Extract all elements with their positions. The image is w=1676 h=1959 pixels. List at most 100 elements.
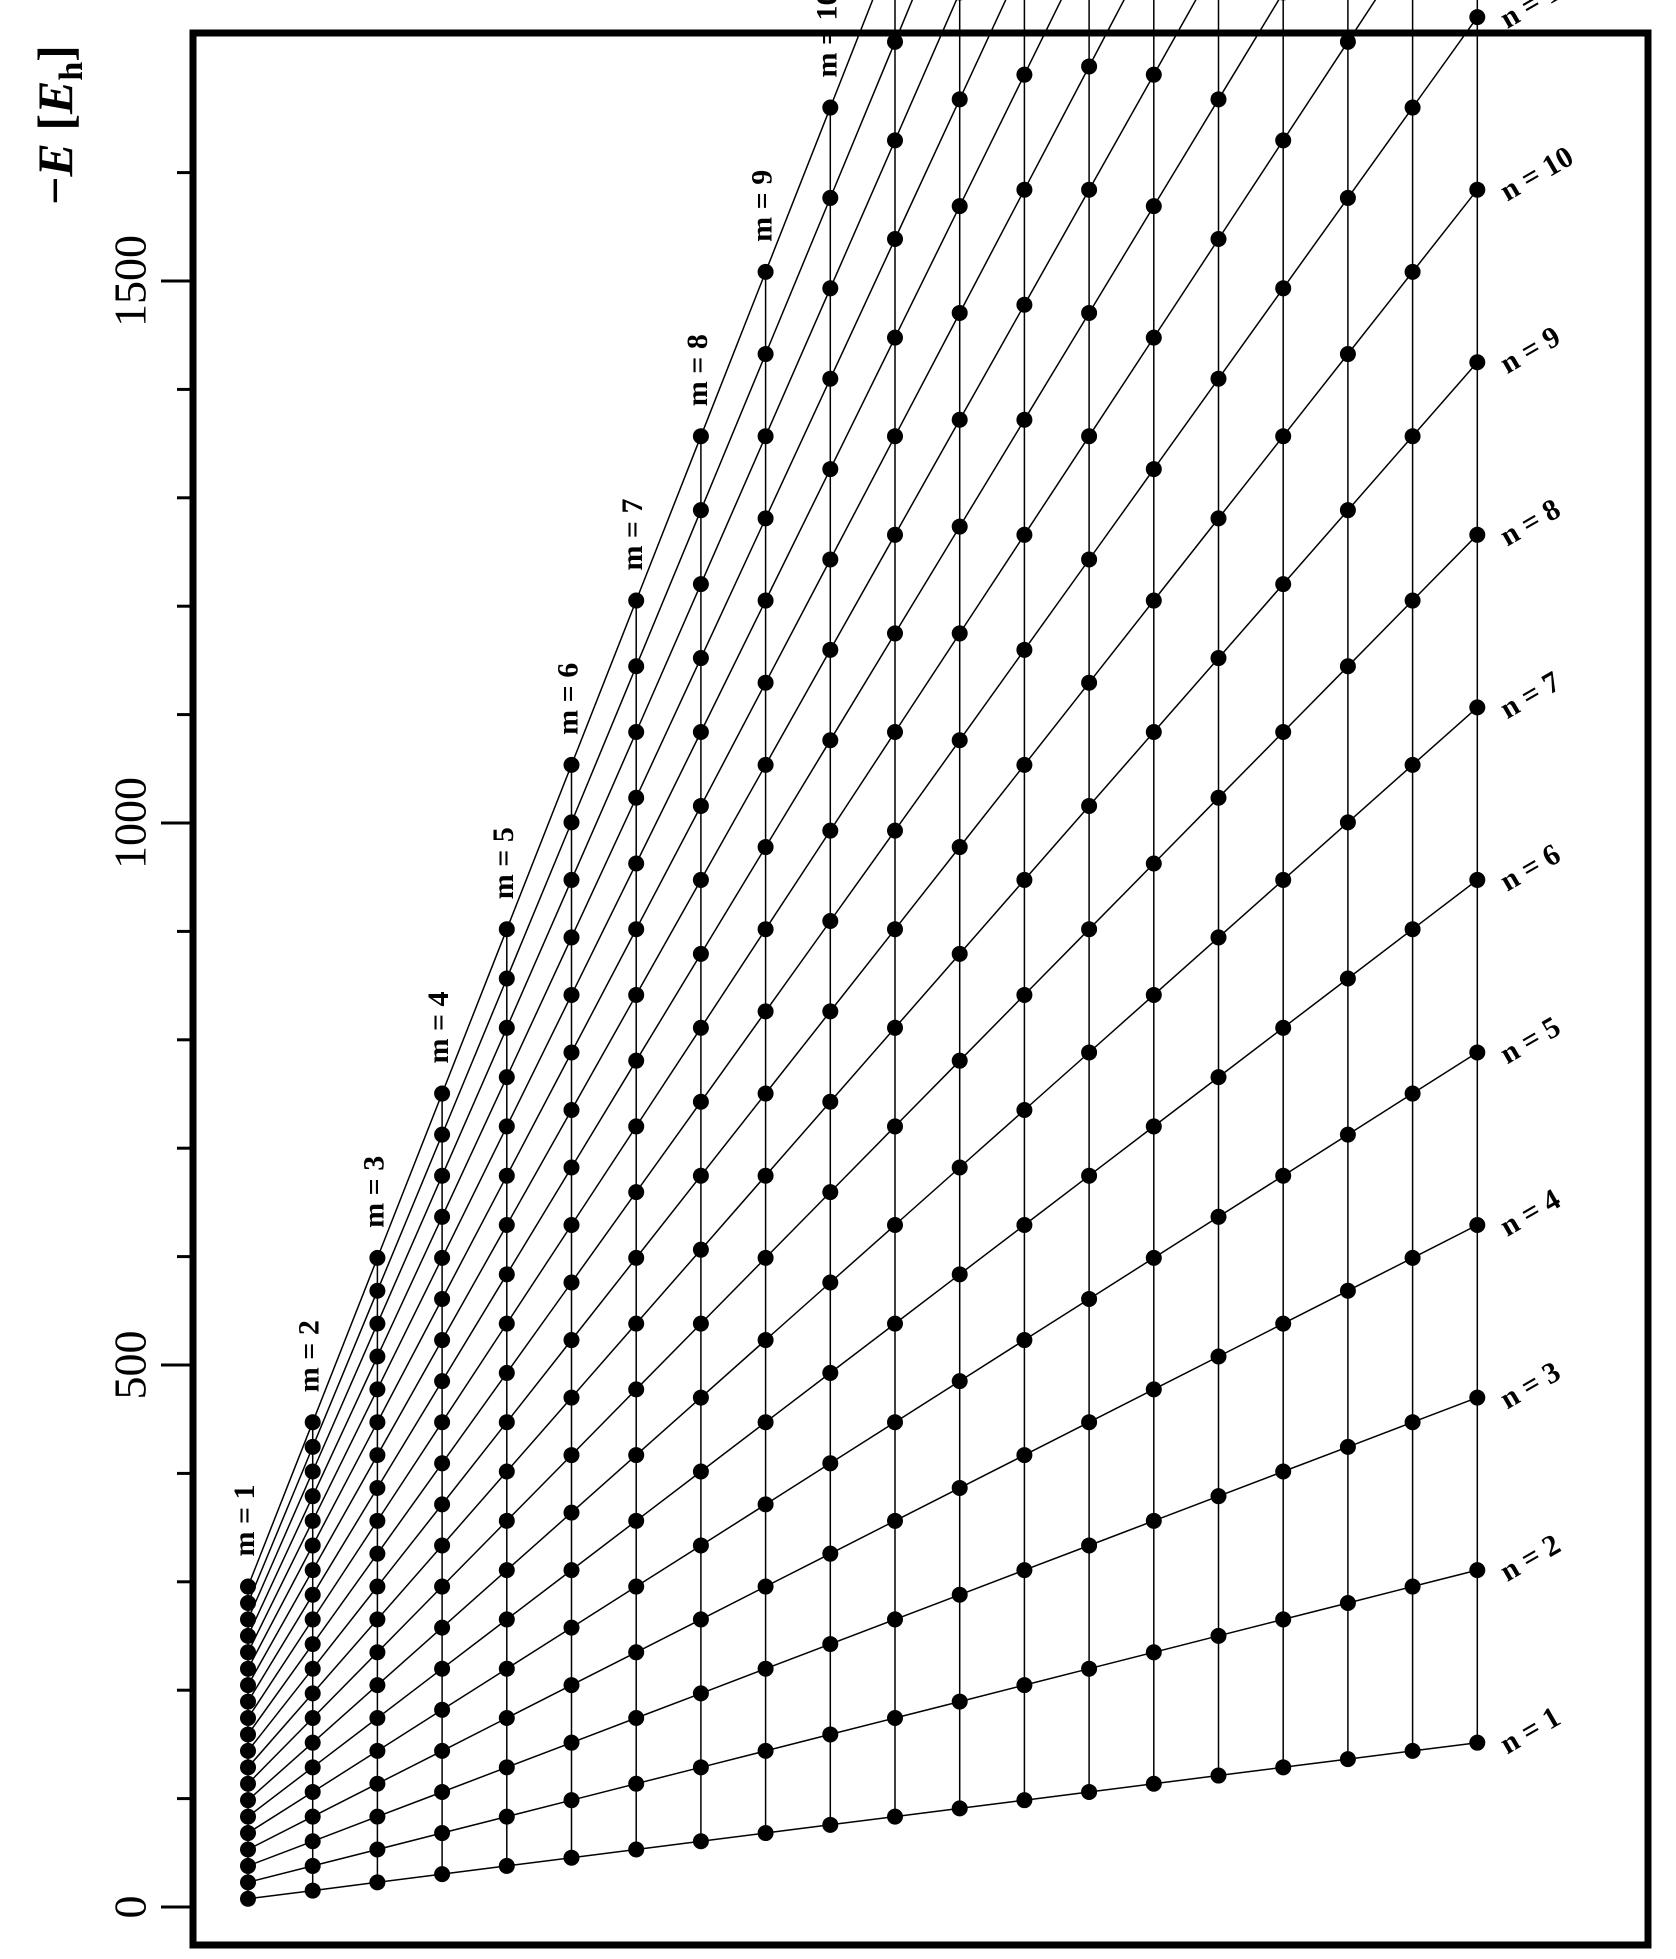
data-point: [1275, 132, 1292, 149]
data-point: [692, 650, 709, 667]
data-point: [1210, 370, 1227, 387]
data-point: [887, 625, 903, 642]
data-point: [1210, 1348, 1227, 1365]
data-point: [240, 1726, 256, 1743]
data-point: [822, 641, 839, 658]
data-point: [628, 1578, 645, 1595]
data-point: [304, 1808, 321, 1825]
data-point: [822, 280, 839, 297]
data-point: [434, 1167, 451, 1184]
data-point: [887, 921, 903, 938]
m-label: m = 7: [616, 498, 649, 570]
data-point: [304, 1833, 321, 1850]
n-series-line: [247, 0, 1125, 1670]
data-point: [304, 1636, 321, 1653]
data-point: [240, 1742, 256, 1759]
n-label: n = 4: [1494, 1183, 1566, 1243]
data-point: [887, 1315, 903, 1332]
data-point: [1404, 1578, 1421, 1595]
data-point: [1275, 724, 1292, 741]
data-point: [1339, 1282, 1356, 1299]
data-point: [1404, 99, 1421, 116]
n-label: n = 8: [1494, 492, 1566, 552]
m-label: m = 4: [422, 991, 455, 1063]
n-series-line: [247, 879, 1478, 1818]
data-point: [304, 1463, 321, 1480]
data-point: [822, 370, 839, 387]
data-point: [1275, 1167, 1292, 1184]
data-point: [304, 1562, 321, 1579]
data-point: [1016, 1332, 1033, 1349]
n-label: n = 10: [1494, 140, 1579, 208]
data-point: [1210, 1069, 1227, 1086]
data-point: [628, 855, 645, 872]
n-label: n = 9: [1494, 320, 1566, 380]
data-point: [498, 1414, 515, 1431]
data-point: [822, 189, 839, 206]
data-point: [887, 329, 903, 346]
n-series-line: [247, 534, 1478, 1785]
data-point: [1016, 296, 1033, 313]
data-point: [1275, 1315, 1292, 1332]
data-point: [563, 1274, 580, 1291]
n-label: n = 1: [1494, 1700, 1566, 1760]
data-point: [1210, 1208, 1227, 1225]
data-point: [628, 1644, 645, 1661]
data-point: [822, 1003, 839, 1020]
m-labels: m = 1 m = 2 m = 3 m = 4 m = 5 m = 6 m = 7 m = 8…: [228, 0, 843, 1557]
data-point: [1145, 855, 1162, 872]
data-point: [1081, 1414, 1098, 1431]
data-point: [240, 1808, 256, 1825]
n-series-line: [247, 361, 1478, 1768]
data-point: [1275, 1611, 1292, 1628]
data-point: [434, 1290, 451, 1307]
data-point: [628, 1841, 645, 1858]
data-point: [304, 1586, 321, 1603]
data-point: [563, 756, 580, 773]
m-label: m = 10: [810, 0, 843, 78]
n-series-line: [247, 1051, 1478, 1834]
data-point: [951, 198, 968, 215]
data-point: [757, 346, 774, 363]
data-point: [692, 1759, 709, 1776]
data-point: [887, 1019, 903, 1036]
data-point: [240, 1677, 256, 1694]
data-point: [304, 1438, 321, 1455]
data-point: [1469, 871, 1486, 888]
data-point: [822, 461, 839, 478]
data-point: [563, 1217, 580, 1234]
data-point: [757, 756, 774, 773]
n-series-line: [247, 1396, 1478, 1867]
m-label: m = 5: [487, 827, 520, 899]
m-label: m = 6: [552, 663, 585, 735]
data-point: [1404, 428, 1421, 445]
data-point: [822, 1364, 839, 1381]
m-label: m = 8: [681, 334, 714, 406]
data-point: [1081, 428, 1098, 445]
data-point: [1339, 1438, 1356, 1455]
data-point: [1081, 1290, 1098, 1307]
data-point: [563, 1504, 580, 1521]
data-point: [369, 1808, 386, 1825]
data-point: [692, 428, 709, 445]
n-label: n = 6: [1494, 838, 1566, 898]
data-point: [692, 1241, 709, 1258]
data-point: [1404, 756, 1421, 773]
data-point: [563, 1849, 580, 1866]
n-labels: n = 1 n = 2 n = 3 n = 4 n = 5 n = 6 n = 7 n = 8…: [1494, 0, 1579, 1761]
data-point: [1339, 346, 1356, 363]
data-point: [1145, 198, 1162, 215]
data-point: [1145, 1118, 1162, 1135]
data-point: [304, 1710, 321, 1727]
data-point: [1469, 1389, 1486, 1406]
ylabel-open: [: [27, 114, 83, 143]
data-point: [757, 1742, 774, 1759]
data-point: [757, 1414, 774, 1431]
data-point: [951, 1373, 968, 1390]
data-point: [1016, 526, 1033, 543]
data-point: [1339, 502, 1356, 519]
data-point: [434, 1373, 451, 1390]
y-axis-label: −E [Eh]: [27, 45, 90, 205]
data-point: [369, 1545, 386, 1562]
